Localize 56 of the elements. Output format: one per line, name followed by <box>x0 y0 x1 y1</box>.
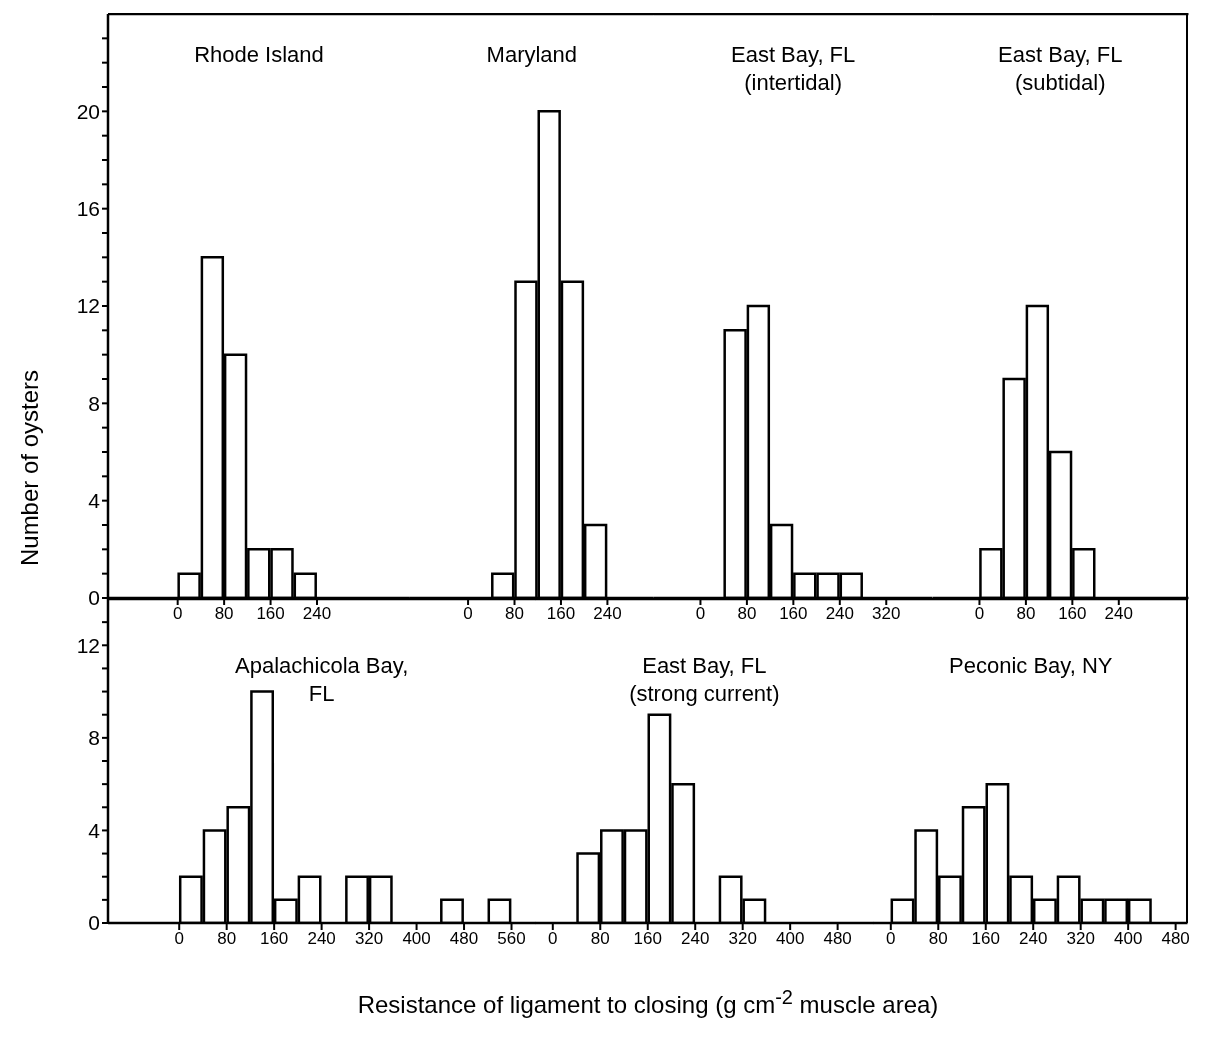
x-tick-label: 400 <box>776 929 805 949</box>
text: Apalachicola Bay, FL <box>234 652 410 708</box>
y-tick-label: 12 <box>76 294 100 318</box>
x-tick-label: 80 <box>591 929 610 949</box>
text: Rhode Island <box>193 41 325 69</box>
x-tick-label: 0 <box>695 604 705 624</box>
x-tick-label: 240 <box>1019 929 1048 949</box>
x-tick-label: 480 <box>823 929 853 949</box>
x-tick-label: 400 <box>402 929 431 949</box>
x-tick-label: 320 <box>354 929 384 949</box>
y-tick-label: 8 <box>88 391 100 415</box>
x-tick-label: 240 <box>302 604 332 624</box>
x-tick-label: 80 <box>217 929 237 949</box>
y-axis-title: Number of oysters <box>15 368 44 569</box>
y-tick-label: 8 <box>88 726 100 750</box>
x-tick-label: 240 <box>825 604 854 624</box>
x-tick-label: 80 <box>214 604 234 624</box>
x-tick-label: 240 <box>681 929 710 949</box>
x-tick-label: 240 <box>593 604 622 624</box>
x-tick-label: 240 <box>307 929 336 949</box>
x-tick-label: 0 <box>886 929 897 949</box>
text: East Bay, FL (intertidal) <box>730 41 857 97</box>
y-tick-label: 20 <box>76 99 100 123</box>
x-tick-label: 320 <box>728 929 758 949</box>
x-tick-label: 80 <box>1015 604 1035 624</box>
x-tick-label: 480 <box>1161 929 1191 949</box>
x-tick-label: 160 <box>546 604 576 624</box>
x-tick-label: 320 <box>871 604 901 624</box>
x-tick-label: 160 <box>1057 604 1087 624</box>
x-tick-label: 160 <box>256 604 285 624</box>
y-tick-label: 12 <box>76 633 100 657</box>
x-tick-label: 400 <box>1114 929 1143 949</box>
x-axis-title: Resistance of ligament to closing (g cm$^{-2}$ muscle area) <box>356 985 940 1020</box>
text: East Bay, FL (subtidal) <box>997 41 1124 97</box>
y-tick-label: 16 <box>76 197 100 221</box>
text: Maryland <box>485 41 579 69</box>
x-tick-label: 480 <box>449 929 479 949</box>
x-tick-label: 240 <box>1104 604 1133 624</box>
text: Peconic Bay, NY <box>948 652 1114 680</box>
x-tick-label: 0 <box>172 604 183 624</box>
x-tick-label: 560 <box>497 929 526 949</box>
x-tick-label: 0 <box>174 929 184 949</box>
x-tick-label: 0 <box>463 604 473 624</box>
x-tick-label: 0 <box>548 929 558 949</box>
x-tick-label: 160 <box>972 929 1001 949</box>
x-tick-label: 80 <box>504 604 524 624</box>
x-tick-label: 0 <box>974 604 984 624</box>
x-tick-label: 80 <box>737 604 757 624</box>
y-tick-label: 4 <box>88 818 101 842</box>
x-tick-label: 160 <box>633 929 663 949</box>
x-tick-label: 160 <box>259 929 289 949</box>
y-tick-label: 4 <box>88 489 101 513</box>
text: East Bay, FL (strong current) <box>628 652 781 708</box>
x-tick-label: 320 <box>1067 929 1096 949</box>
x-tick-label: 80 <box>929 929 949 949</box>
x-tick-label: 160 <box>778 604 808 624</box>
